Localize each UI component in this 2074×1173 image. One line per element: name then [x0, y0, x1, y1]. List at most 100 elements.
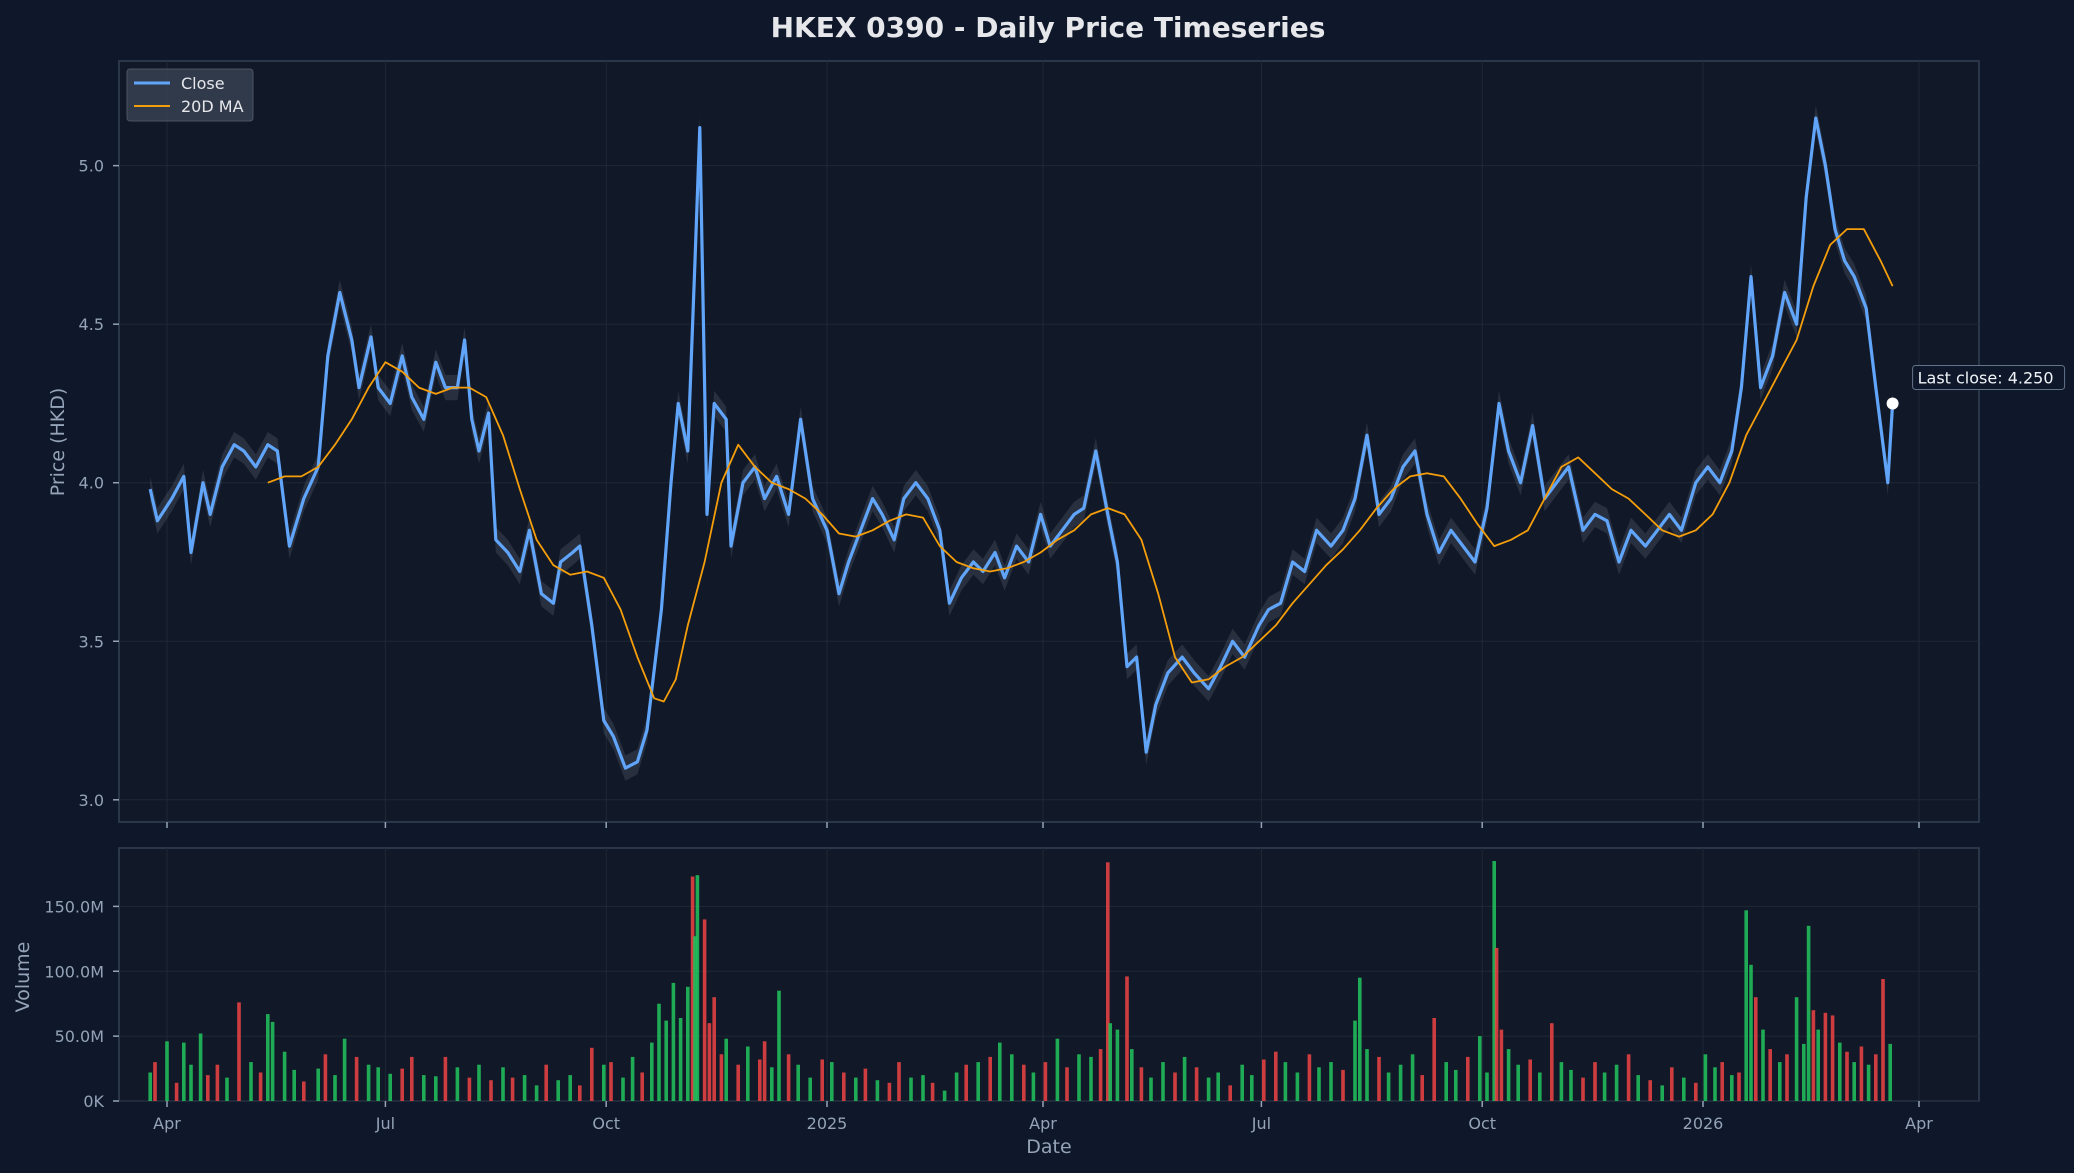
volume-bar [1492, 861, 1496, 1101]
volume-x-ticks: Apr Jul Oct 2025 Apr Jul Oct 2026 Apr [153, 1101, 1933, 1133]
volume-bar [1881, 979, 1885, 1101]
volume-bar [1602, 1072, 1607, 1101]
volume-bar [376, 1067, 380, 1101]
volume-bar [1636, 1075, 1640, 1101]
price-panel [118, 60, 1980, 823]
volume-bar [1077, 1054, 1081, 1101]
volume-bar [1528, 1059, 1532, 1101]
volume-bar [686, 986, 690, 1101]
ma-series-line [267, 228, 1894, 703]
volume-bar [1130, 1049, 1134, 1101]
volume-bar [609, 1062, 613, 1101]
volume-bar [1778, 1062, 1782, 1101]
volume-bar [1173, 1072, 1177, 1101]
volume-bar [1139, 1067, 1144, 1101]
volume-bar [266, 1014, 270, 1101]
x-tick-label: Apr [1905, 1114, 1933, 1133]
volume-bar [842, 1072, 846, 1101]
volume-bar [1377, 1056, 1381, 1101]
volume-y-tick-label: 150.0M [44, 897, 104, 916]
volume-bar [830, 1062, 834, 1101]
volume-bar [366, 1064, 371, 1101]
price-y-tick-label: 4.5 [79, 315, 104, 334]
volume-bar [863, 1068, 868, 1101]
volume-bar [746, 1046, 750, 1101]
volume-bar [467, 1077, 472, 1101]
volume-bar [1485, 1072, 1489, 1101]
volume-bar [1499, 1029, 1504, 1101]
volume-bar [1454, 1069, 1458, 1101]
volume-bar [1830, 1015, 1835, 1101]
volume-bar [1274, 1051, 1278, 1101]
volume-bar [1240, 1064, 1244, 1101]
x-axis-label: Date [1026, 1136, 1071, 1158]
volume-bar [736, 1064, 740, 1101]
price-series [148, 116, 1895, 770]
volume-bar [354, 1056, 359, 1101]
volume-bar [640, 1072, 644, 1101]
volume-bar [1420, 1075, 1424, 1101]
volume-bar [477, 1064, 481, 1101]
volume-bar [510, 1077, 515, 1101]
volume-bar [808, 1077, 812, 1101]
volume-bar [1125, 976, 1129, 1101]
volume-bar [1794, 997, 1799, 1101]
volume-bar [854, 1077, 858, 1101]
volume-bar [1874, 1054, 1878, 1101]
volume-bar [1569, 1069, 1573, 1101]
volume-bar [455, 1067, 460, 1101]
volume-bar [501, 1067, 505, 1101]
volume-bar [724, 1038, 728, 1101]
volume-bar [1161, 1062, 1165, 1101]
volume-bar [712, 997, 716, 1101]
volume-bar [302, 1081, 306, 1101]
volume-bar [1115, 1029, 1120, 1101]
volume-y-axis-label: Volume [12, 942, 34, 1013]
volume-bar [796, 1064, 800, 1101]
volume-bar [1737, 1072, 1741, 1101]
volume-bar [897, 1062, 901, 1101]
volume-bar [820, 1059, 824, 1101]
volume-bar [1353, 1020, 1357, 1101]
volume-bar [1398, 1064, 1403, 1101]
volume-bar [678, 1018, 683, 1101]
volume-bar [1329, 1062, 1333, 1101]
volume-bar [206, 1075, 210, 1101]
volume-bar [930, 1082, 935, 1101]
volume-grid [119, 848, 1979, 1102]
price-y-tick-label: 3.5 [79, 632, 104, 651]
volume-bar [1768, 1049, 1772, 1101]
volume-bar [657, 1003, 661, 1101]
volume-bar [422, 1075, 426, 1101]
volume-bar [1478, 1036, 1482, 1101]
volume-bar [988, 1056, 992, 1101]
volume-bar [1182, 1056, 1187, 1101]
volume-bar [1559, 1062, 1564, 1101]
volume-bar [1444, 1062, 1448, 1101]
volume-bar [1852, 1062, 1856, 1101]
volume-bar [1806, 925, 1811, 1101]
x-tick-label: Oct [1468, 1114, 1496, 1133]
volume-bar [148, 1072, 152, 1101]
volume-bar [1682, 1077, 1686, 1101]
volume-bar [410, 1056, 414, 1101]
volume-bar [198, 1033, 203, 1101]
volume-bar [693, 936, 697, 1101]
volume-bar [153, 1062, 157, 1101]
volume-bar [1108, 1023, 1112, 1101]
volume-bar [258, 1072, 263, 1101]
volume-bar [1262, 1059, 1266, 1101]
volume-bar [388, 1073, 392, 1101]
x-tick-label: Apr [1029, 1114, 1057, 1133]
volume-bar [1216, 1072, 1220, 1101]
volume-bar [1410, 1054, 1415, 1101]
volume-bar [909, 1077, 913, 1101]
volume-bar [1149, 1077, 1153, 1101]
volume-bar [777, 990, 781, 1101]
volume-bar [189, 1064, 193, 1101]
volume-bar [1730, 1075, 1734, 1101]
last-close-marker [1886, 397, 1899, 410]
volume-bar [690, 876, 695, 1101]
volume-bar [1358, 977, 1362, 1101]
